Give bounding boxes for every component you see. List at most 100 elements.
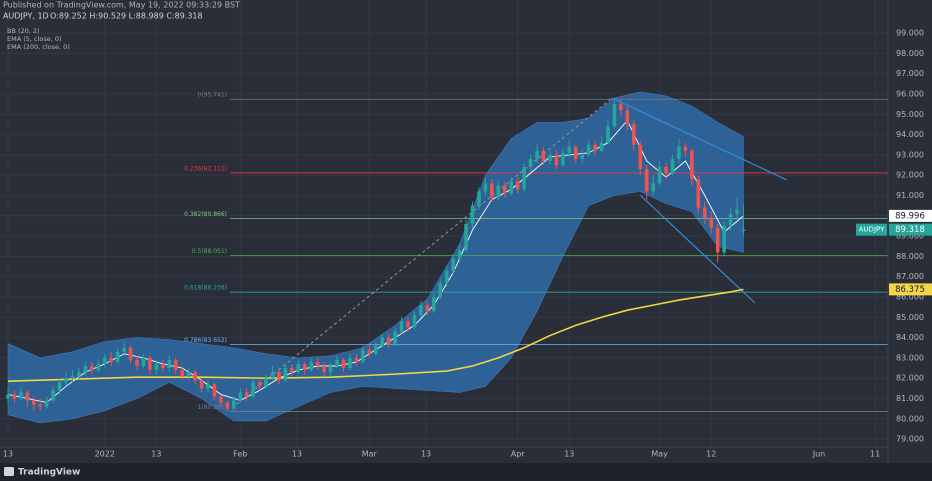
candle-body <box>644 169 649 192</box>
y-tick-label: 99.000 <box>896 29 924 38</box>
candle-body <box>690 150 694 180</box>
candle-body <box>102 357 107 364</box>
candle-body <box>554 154 559 166</box>
legend-entry: EMA (5, close, 0) <box>7 35 62 43</box>
ohlc-text: O:89.252 H:90.529 L:88.989 C:89.318 <box>50 12 203 21</box>
candle-body <box>309 361 314 371</box>
candle-body <box>412 315 417 328</box>
x-tick-label: Jun <box>812 450 826 459</box>
x-tick-label: May <box>651 450 668 459</box>
candle-body <box>651 183 655 192</box>
legend: BB (20, 2)EMA (5, close, 0)EMA (200, clo… <box>7 27 70 51</box>
candle-body <box>141 357 146 367</box>
price-tag-box <box>889 209 932 222</box>
candle-body <box>148 357 152 371</box>
y-tick-label: 95.000 <box>896 110 924 119</box>
candle-body <box>341 359 346 369</box>
candle-body <box>425 305 430 312</box>
candle-body <box>522 167 526 190</box>
candle-body <box>193 372 197 381</box>
footer-bar <box>0 463 932 481</box>
candle-body <box>677 146 681 159</box>
fib-label: 0.236(92.111) <box>184 165 227 172</box>
x-tick-label: 13 <box>151 450 161 459</box>
x-tick-label: Apr <box>511 450 526 459</box>
fib-label: 0.5(88.051) <box>192 248 227 255</box>
candle-body <box>664 167 668 174</box>
x-tick-label: Feb <box>233 450 247 459</box>
y-tick-label: 94.000 <box>896 130 924 139</box>
candle-body <box>406 321 410 328</box>
y-tick-label: 89.000 <box>896 232 924 241</box>
candle-body <box>96 363 101 371</box>
candle-body <box>348 357 352 369</box>
y-tick-label: 92.000 <box>896 171 924 180</box>
candle-body <box>625 110 630 125</box>
symbol-tag: AUDJPY <box>859 226 885 234</box>
candle-body <box>315 361 320 367</box>
bollinger-band <box>7 91 744 424</box>
y-tick-label: 81.000 <box>896 394 924 403</box>
candle-body <box>335 359 339 367</box>
x-tick-label: 13 <box>421 450 431 459</box>
y-tick-label: 98.000 <box>896 49 924 58</box>
candle-body <box>567 146 572 153</box>
candle-body <box>735 209 739 214</box>
y-tick-label: 88.000 <box>896 252 924 261</box>
candle-body <box>212 384 217 397</box>
candle-body <box>722 225 726 253</box>
candle-body <box>373 345 378 354</box>
candle-body <box>135 359 139 367</box>
drawings <box>231 97 788 409</box>
candle-body <box>386 337 391 344</box>
candle-body <box>64 378 68 383</box>
candle-body <box>541 150 546 161</box>
candle-body <box>277 372 281 381</box>
x-tick-label: 2022 <box>95 450 115 459</box>
candle-body <box>12 394 17 399</box>
candle-body <box>490 183 494 198</box>
fib-trend-line <box>231 97 613 409</box>
y-tick-label: 93.000 <box>896 150 924 159</box>
ema-line <box>7 288 744 383</box>
price-tag-box <box>889 223 932 236</box>
candle-body <box>44 400 49 407</box>
candle-body <box>657 167 662 184</box>
candle-body <box>528 158 533 168</box>
legend-entry: BB (20, 2) <box>7 27 40 35</box>
brand: TradingView <box>18 468 80 478</box>
candle-body <box>154 363 159 371</box>
candle-body <box>32 400 36 405</box>
x-tick-label: 13 <box>564 450 574 459</box>
fibonacci: 0(95.741) 0.236(92.111) 0.382(89.866) 0.5(8… <box>184 92 888 412</box>
candle-body <box>128 347 133 360</box>
legend-entry: EMA (200, close, 0) <box>7 43 70 51</box>
price-tag: 89.318 <box>895 225 925 235</box>
candle-body <box>612 104 617 127</box>
fib-label: 0.786(83.652) <box>184 337 227 344</box>
candle-body <box>257 382 262 387</box>
y-tick-label: 96.000 <box>896 89 924 98</box>
candle-body <box>696 179 701 208</box>
candle-body <box>548 154 552 161</box>
candle-body <box>302 363 307 371</box>
candle-body <box>19 392 23 399</box>
candle-body <box>709 217 714 228</box>
y-tick-label: 87.000 <box>896 272 924 281</box>
fib-label: 0.382(89.866) <box>184 211 227 218</box>
candle-body <box>167 359 172 369</box>
x-tick-label: Mar <box>362 450 378 459</box>
candle-body <box>225 402 230 409</box>
y-tick-label: 85.000 <box>896 313 924 322</box>
candle-body <box>51 390 55 401</box>
candle-body <box>70 376 75 379</box>
candle-body <box>322 366 326 373</box>
candle-body <box>367 349 372 354</box>
candle-body <box>483 183 488 192</box>
price-tag: 86.375 <box>895 285 925 295</box>
candle-body <box>683 146 688 151</box>
candle-body <box>535 150 539 159</box>
fib-label: 1(80.361) <box>198 404 228 411</box>
candle-body <box>186 372 191 377</box>
x-tick-label: 13 <box>292 450 302 459</box>
